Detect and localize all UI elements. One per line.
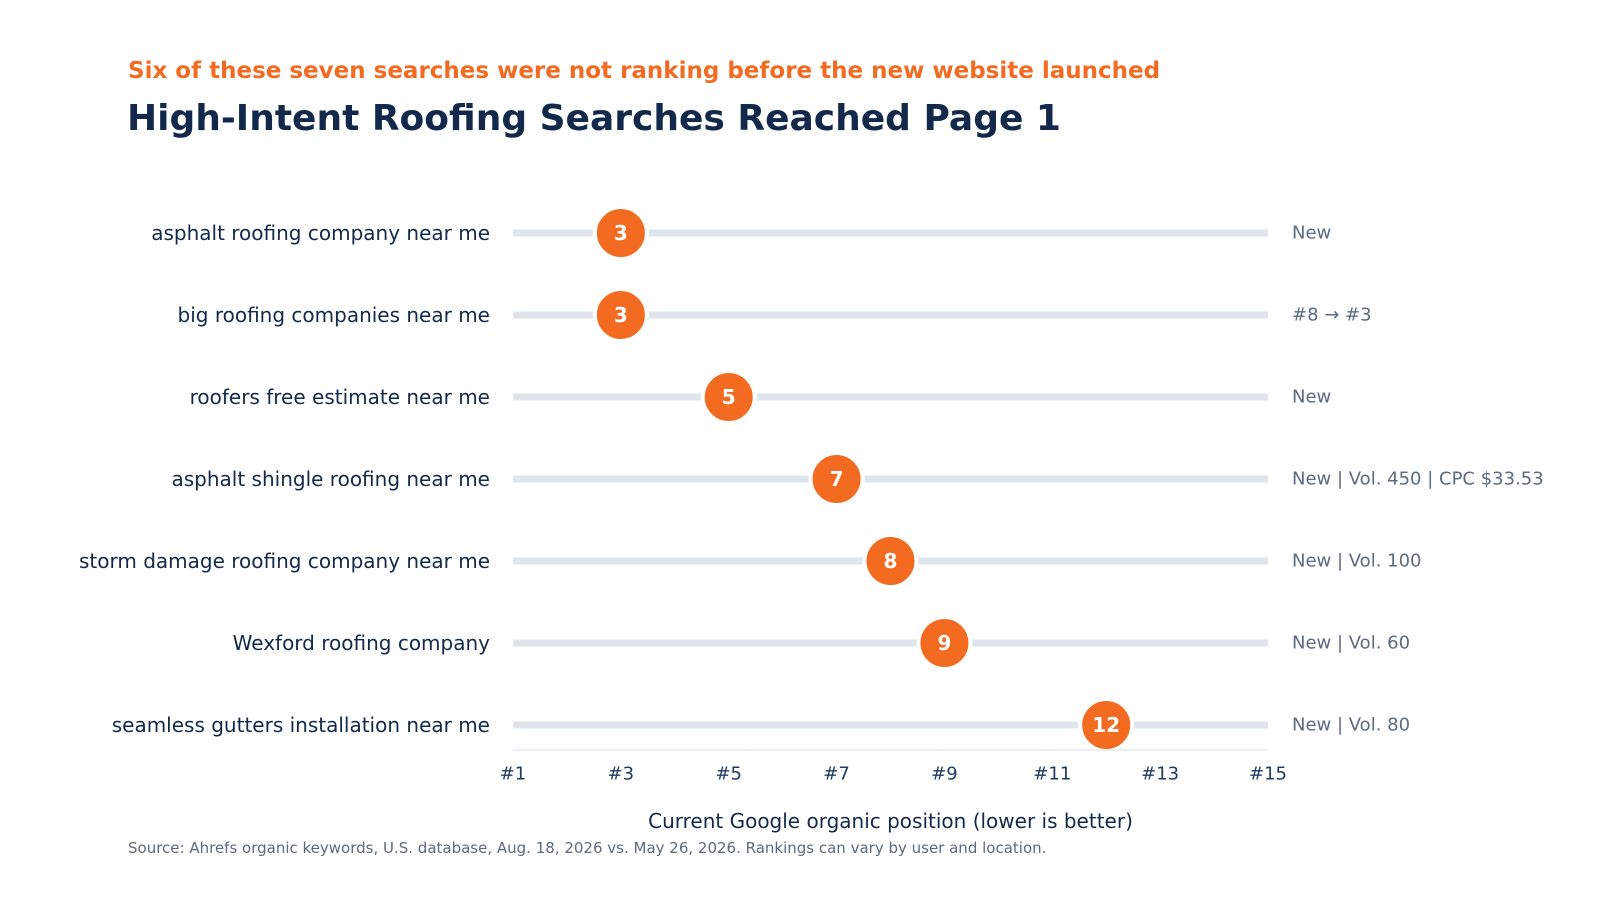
change-note: New	[1292, 387, 1331, 408]
change-note: New	[1292, 223, 1331, 244]
change-note: New | Vol. 60	[1292, 633, 1410, 654]
rank-dot	[592, 205, 649, 261]
change-note: New | Vol. 80	[1292, 715, 1410, 736]
rank-value-label: 3	[614, 303, 628, 327]
rank-dot	[1078, 697, 1135, 753]
x-tick-label: #5	[715, 764, 742, 785]
rank-dot	[700, 369, 757, 425]
x-tick-label: #3	[608, 764, 635, 785]
source-note: Source: Ahrefs organic keywords, U.S. da…	[128, 839, 1047, 857]
rank-value-label: 5	[722, 385, 736, 409]
x-tick-label: #13	[1141, 764, 1179, 785]
change-note: New | Vol. 100	[1292, 551, 1422, 572]
category-label: Wexford roofing company	[233, 631, 491, 655]
category-label: storm damage roofing company near me	[79, 549, 490, 573]
rank-dot	[808, 451, 865, 507]
rank-value-label: 8	[884, 549, 898, 573]
rank-value-label: 9	[937, 631, 951, 655]
chart-title: High-Intent Roofing Searches Reached Pag…	[127, 98, 1061, 139]
change-note: New | Vol. 450 | CPC $33.53	[1292, 469, 1544, 490]
x-tick-label: #9	[931, 764, 958, 785]
x-tick-label: #1	[500, 764, 527, 785]
rank-dot	[862, 533, 919, 589]
rank-value-label: 12	[1092, 713, 1120, 737]
x-tick-label: #7	[823, 764, 850, 785]
category-label: seamless gutters installation near me	[112, 713, 490, 737]
rank-value-label: 7	[830, 467, 844, 491]
x-tick-label: #11	[1033, 764, 1071, 785]
x-axis-title: Current Google organic position (lower i…	[648, 809, 1133, 833]
change-note: #8 → #3	[1292, 305, 1372, 326]
x-tick-label: #15	[1249, 764, 1287, 785]
rank-value-label: 3	[614, 221, 628, 245]
category-label: big roofing companies near me	[178, 303, 490, 327]
category-label: asphalt roofing company near me	[151, 221, 490, 245]
category-label: roofers free estimate near me	[190, 385, 490, 409]
chart-subtitle: Six of these seven searches were not ran…	[128, 58, 1161, 84]
rank-dot	[592, 287, 649, 343]
rank-dot	[916, 615, 973, 671]
category-label: asphalt shingle roofing near me	[172, 467, 491, 491]
